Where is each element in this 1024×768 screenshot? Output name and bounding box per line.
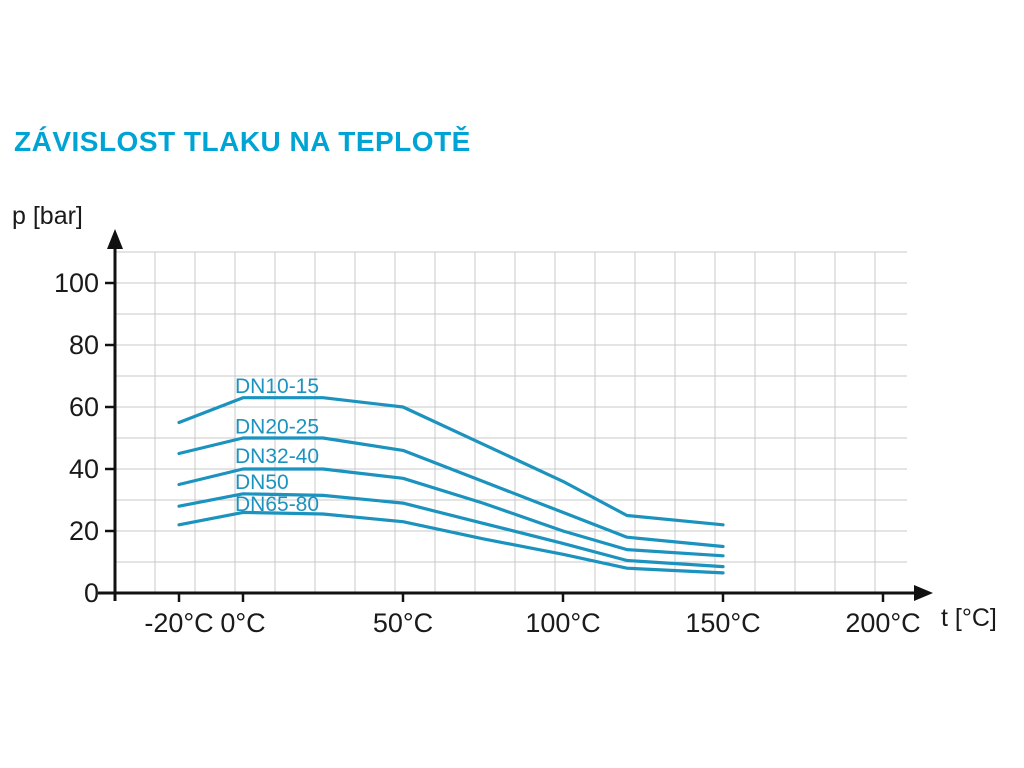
y-axis-label: p [bar] [12,202,83,230]
series-label-DN20-25: DN20-25 [235,415,319,438]
series-curve-DN10-15 [177,396,725,527]
chart-title: ZÁVISLOST TLAKU NA TEPLOTĚ [14,126,471,157]
series-curve-DN50 [177,492,725,569]
y-tick-label: 20 [69,516,99,546]
y-tick-label: 0 [84,578,99,608]
x-tick-label: 150°C [685,608,760,638]
y-tick-label: 40 [69,454,99,484]
series-label-DN32-40: DN32-40 [235,445,319,468]
series-curve-DN65-80 [177,510,725,575]
series-curve-DN20-25 [177,436,725,549]
y-tick-label: 100 [54,268,99,298]
x-tick-label: 0°C [220,608,265,638]
series-curve-DN32-40 [177,467,725,558]
x-tick-label: 50°C [373,608,433,638]
x-tick-label: 100°C [525,608,600,638]
series-label-DN50: DN50 [235,471,289,494]
series-label-DN65-80: DN65-80 [235,493,319,516]
x-tick-label: -20°C [144,608,213,638]
y-axis-arrow [107,229,123,249]
x-axis-label: t [°C] [941,604,997,632]
x-axis-arrow [914,585,933,601]
y-tick-label: 80 [69,330,99,360]
x-tick-label: 200°C [845,608,920,638]
series-label-DN10-15: DN10-15 [235,375,319,398]
y-tick-label: 60 [69,392,99,422]
